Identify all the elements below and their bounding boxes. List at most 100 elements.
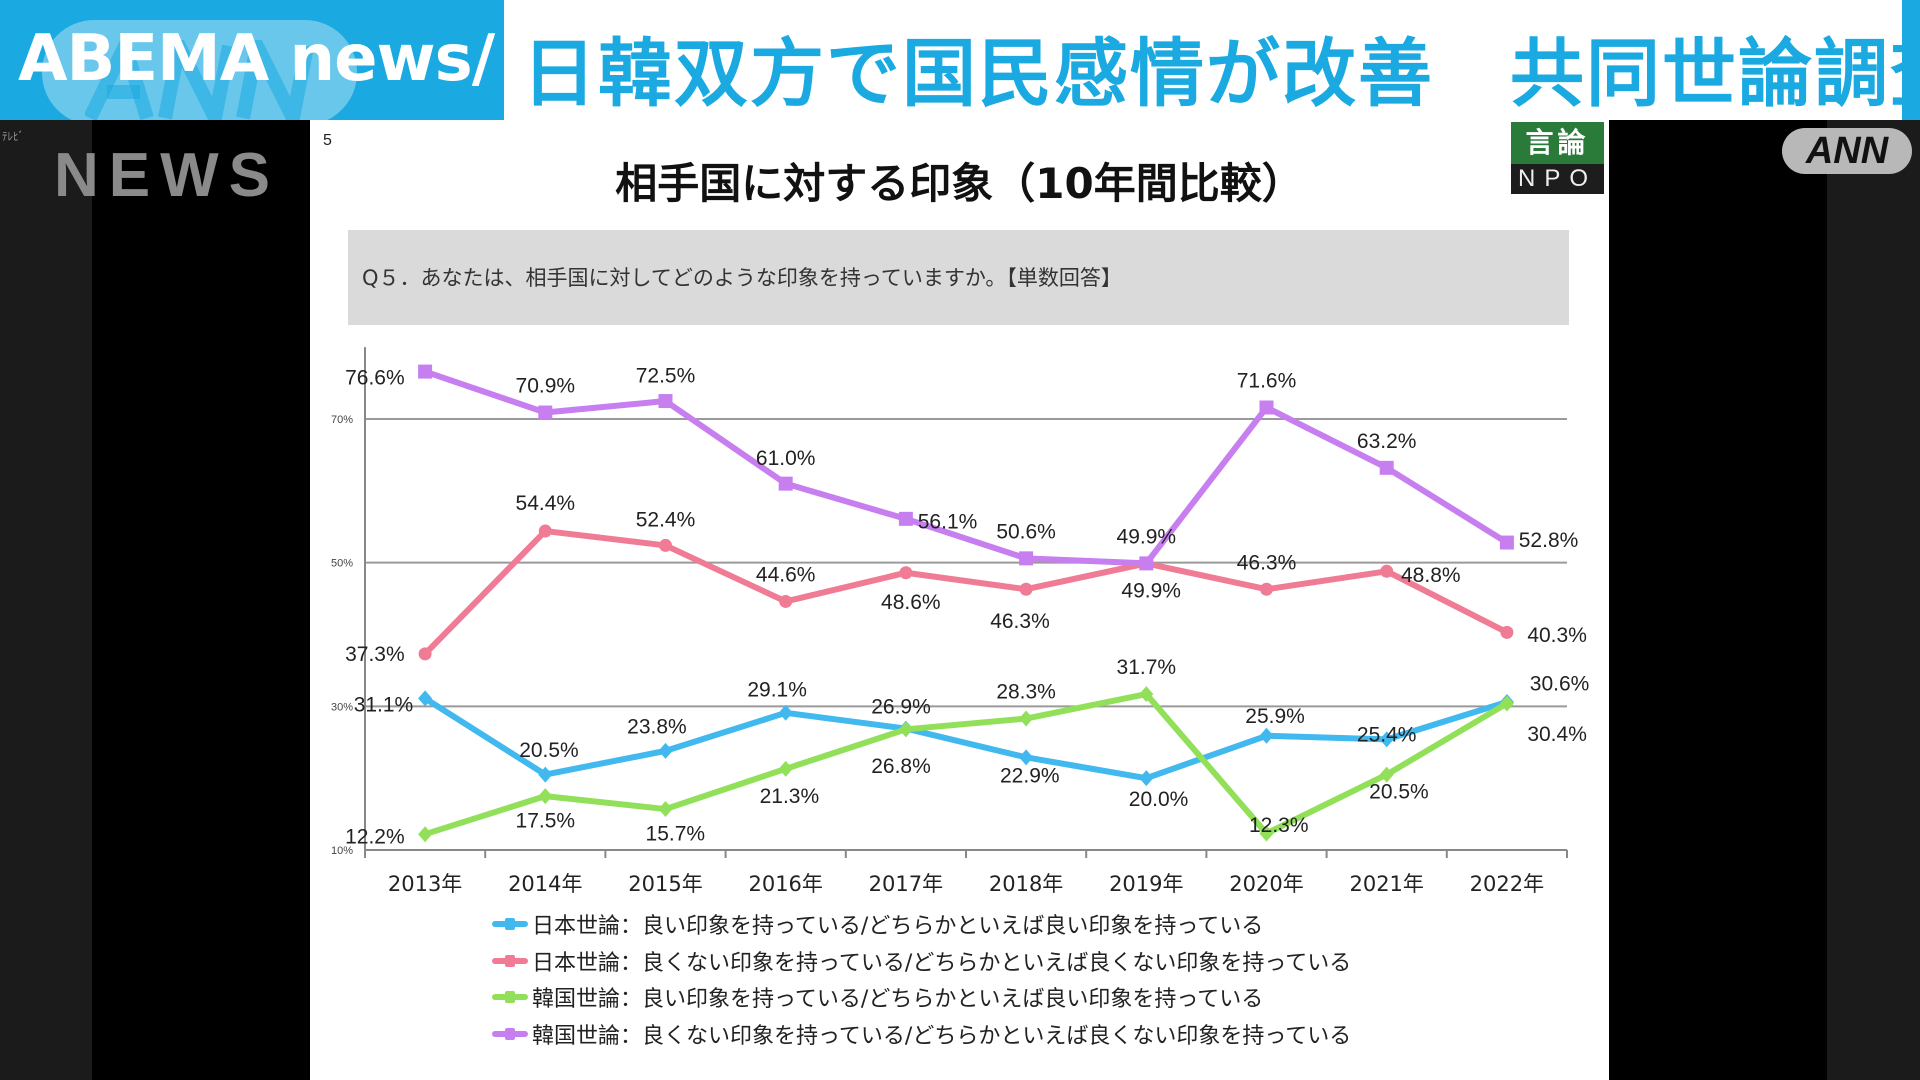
data-point (1380, 564, 1394, 578)
legend-label: 日本世論：良い印象を持っている/どちらかといえば良い印象を持っている (532, 914, 1264, 940)
data-label: 17.5% (516, 810, 576, 833)
data-point (418, 826, 433, 843)
data-point (418, 364, 433, 379)
line-chart: 10% 30% 50% 70% 2013年 2014年 2015年 2016年 2017年 201… (331, 347, 1589, 896)
y-tick-label: 70% (331, 414, 353, 426)
data-point (658, 742, 673, 759)
data-point (418, 647, 432, 661)
x-tick-label: 2017年 (869, 872, 943, 896)
data-label: 46.3% (1237, 551, 1297, 574)
abema-news-logo: ABEMA news/ (0, 0, 504, 120)
data-label: 26.9% (871, 696, 931, 719)
legend-label: 韓国世論：良い印象を持っている/どちらかといえば良い印象を持っている (532, 987, 1264, 1013)
data-label: 49.9% (1121, 579, 1181, 602)
legend-item: 韓国世論：良くない印象を持っている/どちらかといえば良くない印象を持っている (492, 1016, 1351, 1053)
genron-npo-logo: 言論 NPO (1511, 122, 1604, 194)
series-line (422, 528, 1509, 656)
data-label: 72.5% (636, 364, 696, 387)
data-point (1379, 766, 1394, 783)
question-text: Q５．あなたは、相手国に対してどのような印象を持っていますか。【単数回答】 (362, 266, 1122, 290)
left-panel (0, 120, 92, 1080)
data-label: 23.8% (627, 715, 687, 738)
data-label: 21.3% (760, 785, 820, 808)
data-point (898, 721, 913, 738)
legend-label: 日本世論：良くない印象を持っている/どちらかといえば良くない印象を持っている (532, 950, 1352, 976)
data-point (1499, 695, 1514, 712)
data-label: 28.3% (996, 681, 1056, 704)
data-label: 25.4% (1357, 723, 1417, 746)
page-number: 5 (323, 132, 332, 149)
data-label: 76.6% (345, 367, 405, 390)
data-point (899, 566, 913, 580)
data-label: 26.8% (871, 755, 931, 778)
data-label: 52.8% (1519, 529, 1579, 552)
data-point (1379, 731, 1394, 748)
data-point (538, 524, 552, 538)
survey-slide: 5 相手国に対する印象（10年間比較） 言論 NPO Q５．あなたは、相手国に対… (310, 120, 1609, 1080)
legend-marker-icon (492, 1027, 528, 1040)
data-label: 52.4% (636, 509, 696, 532)
data-label: 20.5% (519, 739, 579, 762)
npo-logo-top: 言論 (1511, 122, 1604, 164)
data-point (1019, 551, 1034, 566)
accent-strip (1902, 0, 1920, 120)
data-label: 31.7% (1117, 656, 1177, 679)
x-tick-label: 2014年 (508, 872, 582, 896)
data-point (779, 594, 793, 608)
data-label: 12.3% (1249, 814, 1309, 837)
data-point (658, 801, 673, 818)
legend-label: 韓国世論：良くない印象を持っている/どちらかといえば良くない印象を持っている (532, 1023, 1352, 1049)
x-tick-label: 2015年 (628, 872, 702, 896)
data-label: 50.6% (996, 520, 1056, 543)
legend-item: 日本世論：良い印象を持っている/どちらかといえば良い印象を持っている (492, 906, 1351, 943)
legend-marker-icon (492, 918, 528, 931)
data-point (538, 788, 553, 805)
data-label: 29.1% (747, 679, 807, 702)
data-label: 12.2% (345, 826, 405, 849)
data-label: 20.5% (1369, 781, 1429, 804)
data-point (1019, 582, 1033, 596)
data-label: 15.7% (646, 823, 706, 846)
data-point (778, 760, 793, 777)
data-point (538, 766, 553, 783)
series-line (424, 691, 1509, 838)
y-tick-label: 50% (331, 558, 353, 570)
data-point (1260, 582, 1273, 596)
data-label: 71.6% (1237, 370, 1297, 393)
data-label: 70.9% (516, 375, 576, 398)
x-tick-label: 2021年 (1349, 872, 1423, 896)
data-label: 48.6% (881, 591, 941, 614)
data-point (1019, 710, 1034, 727)
data-label: 22.9% (1000, 765, 1060, 788)
data-label: 25.9% (1245, 705, 1305, 728)
x-tick-label: 2022年 (1470, 872, 1544, 896)
data-label: 31.1% (354, 694, 414, 717)
channel-mark: ﾃﾚﾋﾞ (2, 131, 24, 143)
series-line (424, 368, 1509, 567)
data-label: 61.0% (756, 447, 816, 470)
x-tick-label: 2013年 (388, 872, 462, 896)
data-point (1139, 686, 1154, 703)
headline: 日韓双方で国民感情が改善 共同世論調査 (522, 31, 1920, 117)
x-tick-label: 2018年 (989, 872, 1063, 896)
data-label: 63.2% (1357, 430, 1417, 453)
data-point (658, 394, 673, 409)
legend-marker-icon (492, 954, 528, 967)
legend-marker-icon (492, 991, 528, 1004)
data-point (778, 704, 793, 721)
data-label: 44.6% (756, 564, 816, 587)
data-point (418, 690, 433, 707)
x-tick-label: 2019年 (1109, 872, 1183, 896)
legend-item: 韓国世論：良い印象を持っている/どちらかといえば良い印象を持っている (492, 979, 1351, 1016)
data-point (1259, 825, 1274, 842)
data-label: 20.0% (1129, 788, 1189, 811)
data-label: 48.8% (1401, 564, 1461, 587)
legend-item: 日本世論：良くない印象を持っている/どちらかといえば良くない印象を持っている (492, 943, 1351, 980)
news-watermark: NEWS (54, 141, 280, 210)
data-point (778, 476, 793, 491)
data-label: 30.4% (1527, 723, 1587, 746)
data-point (1500, 625, 1514, 639)
ann-watermark-logo (85, 40, 314, 120)
data-point (538, 405, 553, 420)
data-label: 54.4% (516, 492, 576, 515)
